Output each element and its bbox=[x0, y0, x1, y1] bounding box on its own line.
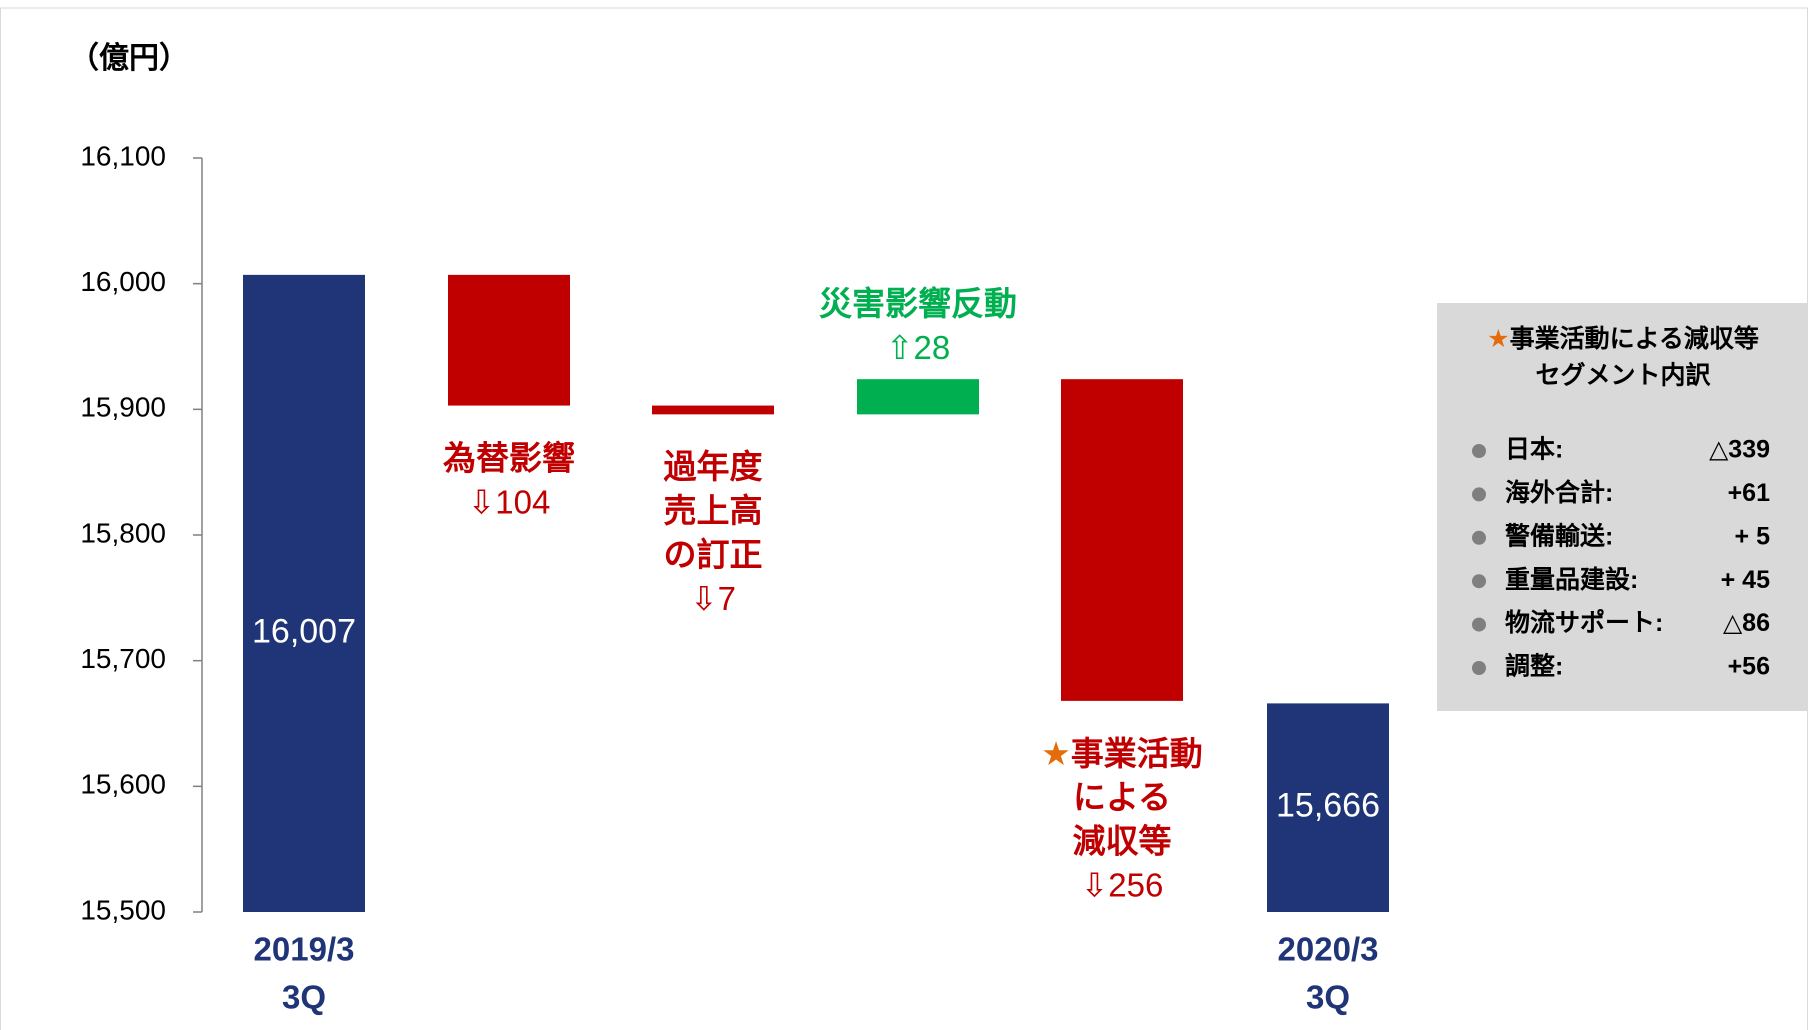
bar bbox=[243, 274, 365, 912]
bullet bbox=[1472, 487, 1486, 502]
note-item-label: 調整: bbox=[1505, 652, 1563, 681]
note-box bbox=[1437, 303, 1808, 711]
note-item-value: +61 bbox=[1728, 479, 1771, 507]
note-item-label: 日本: bbox=[1505, 436, 1563, 464]
category-label: 減収等 bbox=[1073, 823, 1172, 860]
x-tick-label: 2020/3 bbox=[1278, 931, 1379, 968]
category-label: ★事業活動 bbox=[1041, 735, 1203, 772]
value-label: 16,007 bbox=[252, 612, 356, 650]
y-tick-label: 15,900 bbox=[80, 392, 166, 423]
y-tick-label: 15,700 bbox=[80, 643, 166, 674]
bar bbox=[448, 274, 570, 406]
note-item-label: 警備輸送: bbox=[1504, 521, 1613, 550]
bar bbox=[1061, 379, 1183, 701]
note-title: セグメント内訳 bbox=[1535, 361, 1711, 390]
category-label: 過年度 bbox=[664, 448, 763, 485]
bar bbox=[1267, 703, 1389, 912]
note-item-value: + 45 bbox=[1721, 566, 1770, 594]
value-label: ⇩7 bbox=[690, 580, 736, 617]
y-axis-unit: （億円） bbox=[69, 41, 189, 75]
category-label: 災害影響反動 bbox=[819, 285, 1017, 322]
bullet bbox=[1472, 574, 1486, 589]
y-tick-label: 16,100 bbox=[80, 140, 166, 171]
x-tick-label: 3Q bbox=[282, 979, 326, 1016]
y-tick-label: 16,000 bbox=[80, 266, 166, 297]
value-label: ⇩256 bbox=[1081, 867, 1164, 904]
y-tick-label: 15,800 bbox=[80, 517, 166, 548]
category-label: 売上高 bbox=[664, 492, 763, 529]
note-item-label: 重量品建設: bbox=[1505, 565, 1638, 594]
y-tick-label: 15,500 bbox=[80, 894, 166, 925]
x-tick-label: 2019/3 bbox=[254, 931, 355, 968]
note-item-value: △86 bbox=[1723, 609, 1770, 637]
note-item-label: 物流サポート: bbox=[1505, 608, 1663, 637]
x-tick-label: 3Q bbox=[1306, 979, 1350, 1016]
bar bbox=[857, 379, 979, 415]
category-label: の訂正 bbox=[664, 536, 763, 573]
value-label: ⇧28 bbox=[886, 329, 950, 366]
note-title: ★事業活動による減収等 bbox=[1487, 324, 1759, 353]
value-label: ⇩104 bbox=[468, 483, 551, 520]
category-label: 為替影響 bbox=[443, 439, 575, 476]
bullet bbox=[1472, 617, 1486, 632]
bar bbox=[652, 405, 774, 415]
bullet bbox=[1472, 530, 1486, 545]
category-label: による bbox=[1073, 779, 1171, 816]
note-item-value: △339 bbox=[1709, 436, 1770, 464]
note-item-value: + 5 bbox=[1735, 522, 1771, 550]
y-tick-label: 15,600 bbox=[80, 769, 166, 800]
bullet bbox=[1472, 661, 1486, 675]
value-label: 15,666 bbox=[1276, 787, 1380, 825]
bullet bbox=[1472, 444, 1486, 458]
note-item-label: 海外合計: bbox=[1505, 478, 1613, 507]
note-item-value: +56 bbox=[1728, 653, 1770, 681]
